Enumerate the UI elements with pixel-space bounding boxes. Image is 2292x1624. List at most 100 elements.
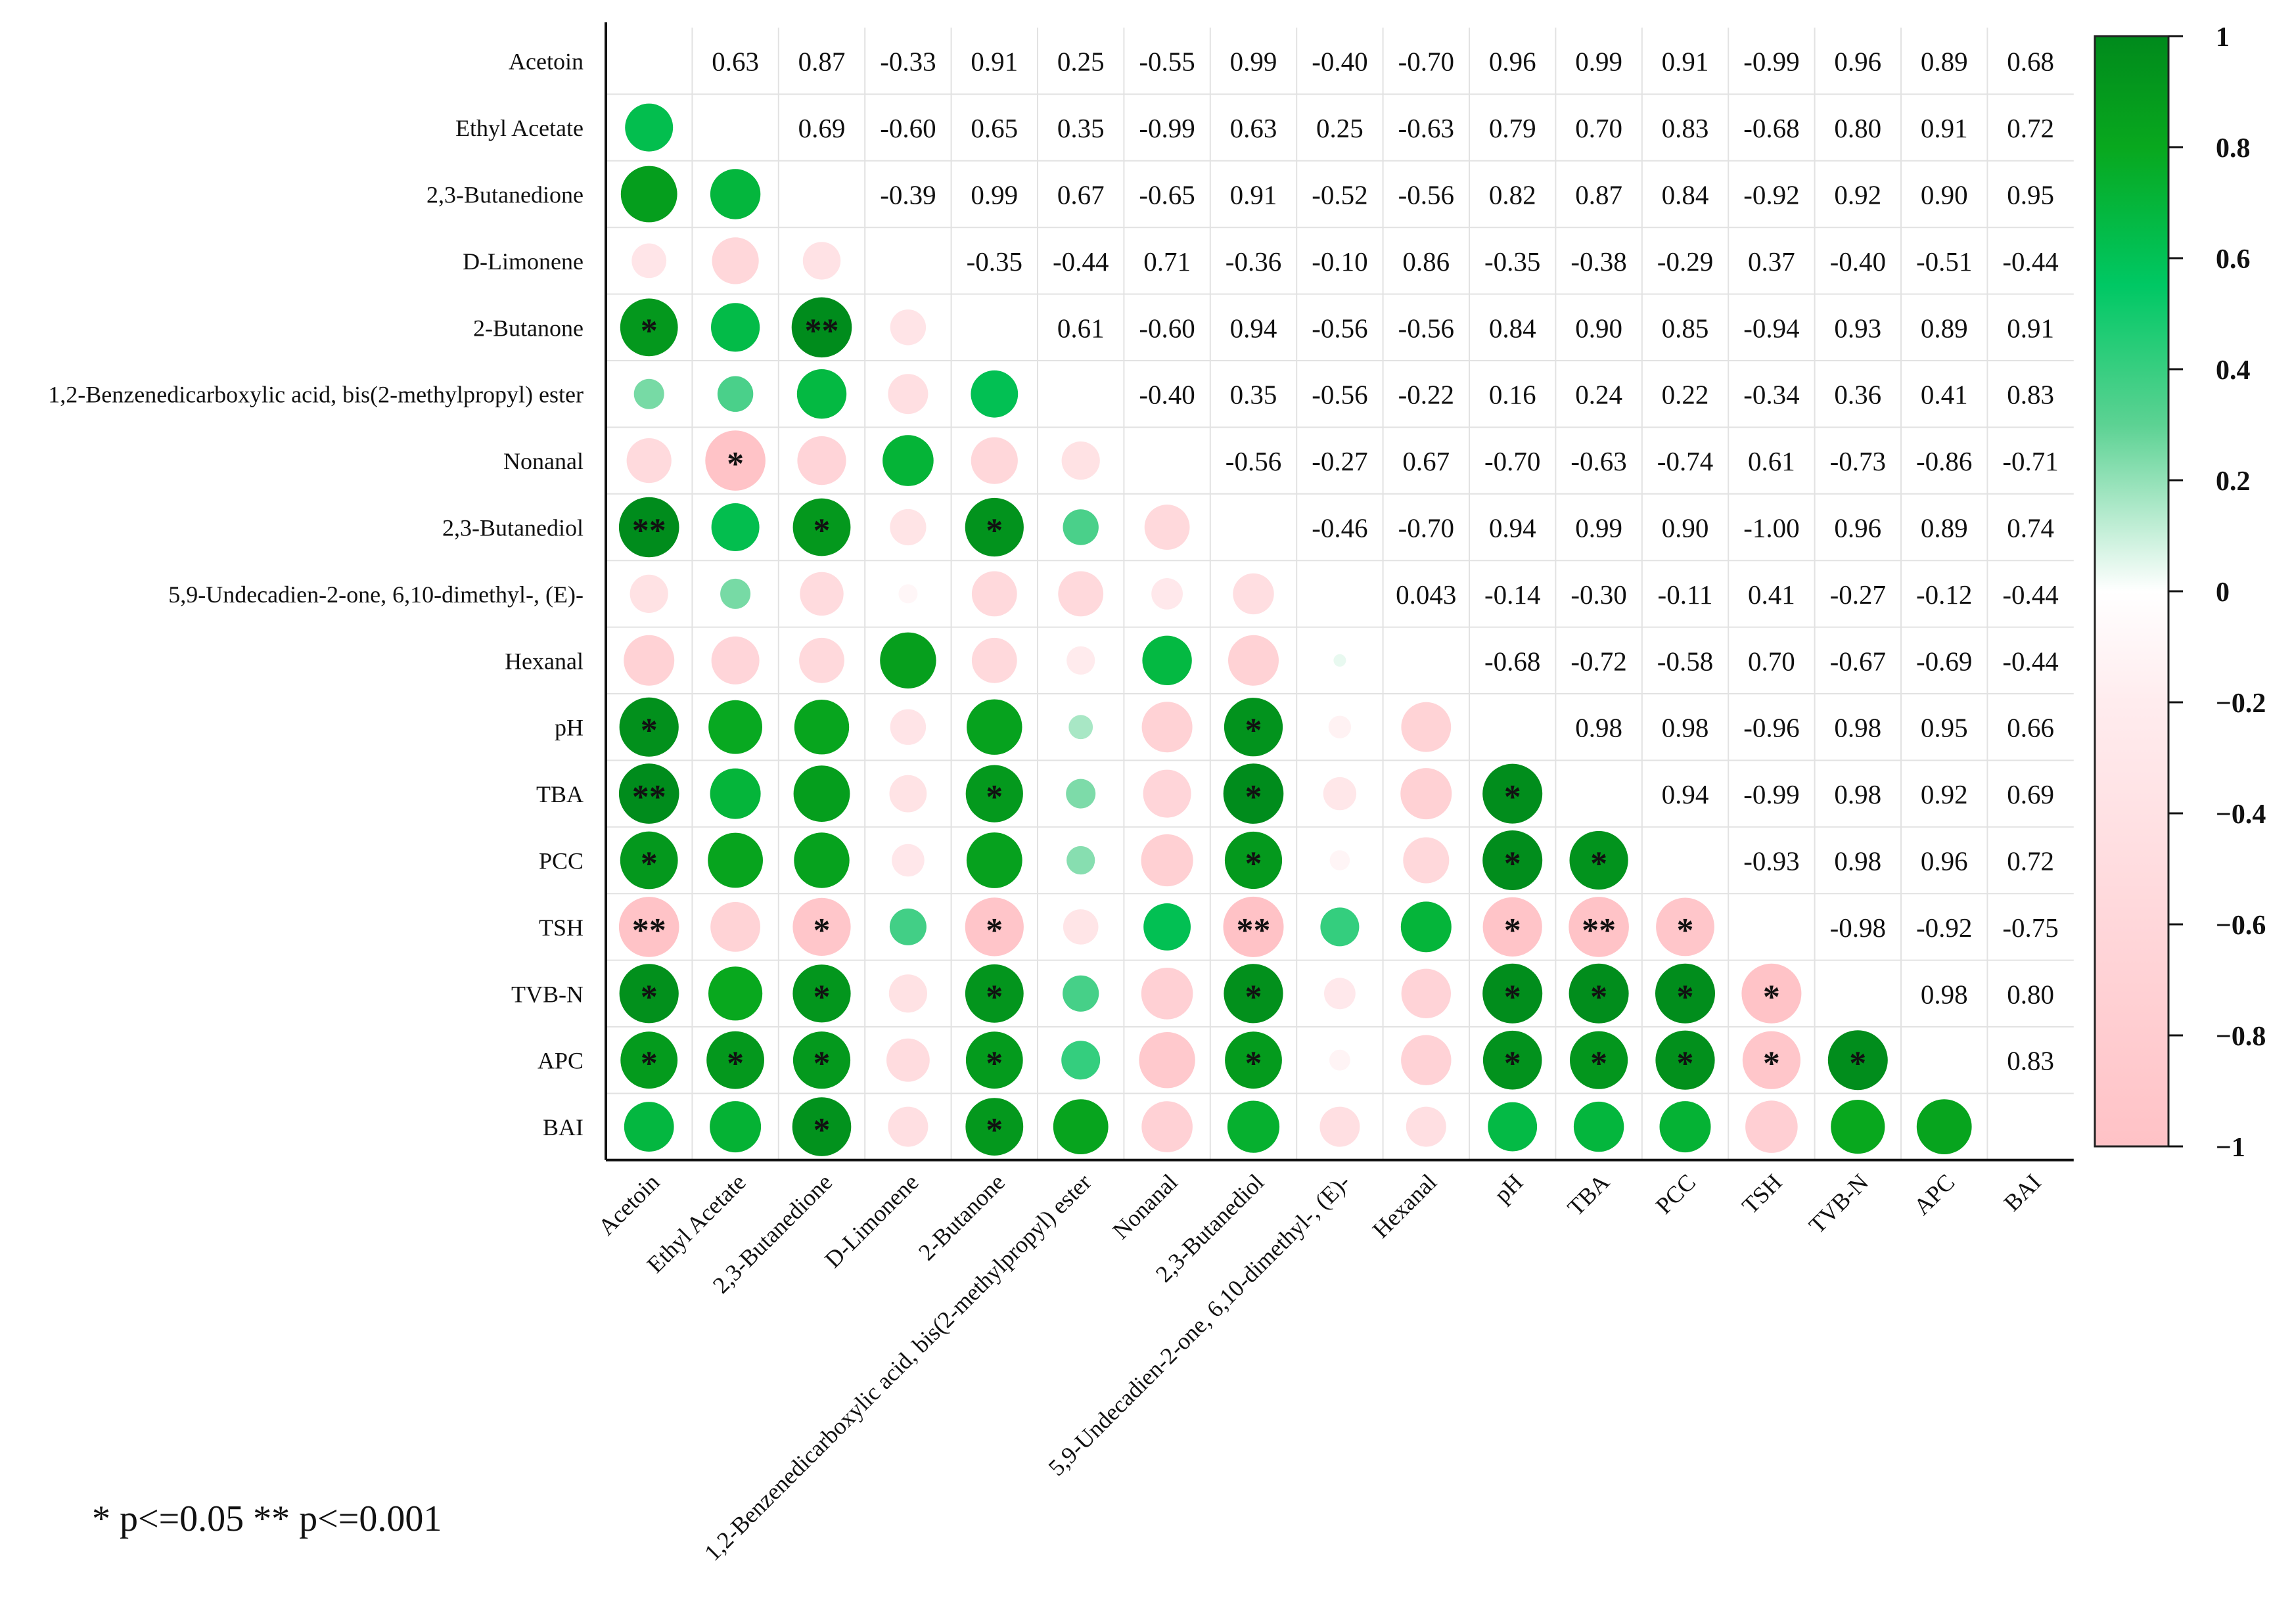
correlation-circle <box>890 508 927 546</box>
correlation-value: -0.68 <box>1743 113 1799 143</box>
colorbar-tick-label: 1 <box>2216 22 2230 53</box>
significance-mark: * <box>727 1045 744 1083</box>
correlation-circle <box>1061 1041 1101 1080</box>
correlation-circle <box>966 832 1022 888</box>
correlation-value: 0.35 <box>1230 380 1277 410</box>
correlation-value: -0.40 <box>1312 47 1367 77</box>
correlation-value: -0.38 <box>1570 246 1626 277</box>
correlation-circle <box>1143 903 1191 951</box>
colorbar-tick-label: 0.6 <box>2216 244 2251 275</box>
correlation-value: -0.99 <box>1743 779 1799 809</box>
correlation-circle <box>1143 769 1191 818</box>
correlation-circle <box>890 709 927 745</box>
correlation-value: -0.63 <box>1570 446 1626 476</box>
correlation-circle <box>720 578 751 609</box>
correlation-circle <box>1401 702 1452 752</box>
correlation-circle <box>1063 509 1099 545</box>
correlation-circle <box>1488 1102 1538 1152</box>
significance-mark: * <box>986 912 1003 949</box>
correlation-circle <box>1333 654 1346 667</box>
correlation-value: -0.99 <box>1139 113 1195 143</box>
significance-mark: * <box>1590 978 1607 1016</box>
correlation-value: -0.75 <box>2002 913 2058 943</box>
correlation-value: -0.46 <box>1312 513 1367 543</box>
correlation-value: -0.34 <box>1743 380 1799 410</box>
correlation-circle <box>630 574 668 614</box>
colorbar-tick-label: 0.4 <box>2216 355 2251 386</box>
correlation-circle <box>888 374 928 415</box>
correlation-circle <box>710 1101 762 1153</box>
correlation-value: -0.98 <box>1830 913 1886 943</box>
column-label: Hexanal <box>1367 1169 1442 1243</box>
correlation-circle <box>1233 573 1274 615</box>
correlation-circle <box>1329 1049 1350 1071</box>
row-label: 2-Butanone <box>473 315 584 341</box>
correlation-circle <box>792 964 851 1023</box>
row-label: Hexanal <box>505 648 584 674</box>
correlation-circle <box>1403 837 1450 884</box>
correlation-value: -0.60 <box>880 113 936 143</box>
correlation-circle <box>1570 1031 1628 1089</box>
significance-mark: * <box>814 1045 831 1083</box>
correlation-value: 0.37 <box>1748 246 1795 277</box>
correlation-circle <box>791 297 852 358</box>
colorbar-tick-label: −1 <box>2216 1133 2245 1163</box>
correlation-circle <box>1655 1030 1715 1090</box>
correlation-circle <box>1831 1100 1885 1154</box>
correlation-circle <box>1401 1035 1452 1085</box>
correlation-value: 0.90 <box>1575 313 1622 343</box>
correlation-value: -0.27 <box>1312 446 1367 476</box>
correlation-circle <box>712 237 759 284</box>
correlation-circle <box>1406 1106 1446 1147</box>
correlation-value: 0.80 <box>2007 979 2054 1009</box>
significance-mark: * <box>1590 846 1607 883</box>
significance-footnote: * p<=0.05 ** p<=0.001 <box>92 1499 442 1539</box>
correlation-value: 0.90 <box>1662 513 1709 543</box>
correlation-circle <box>1141 968 1193 1020</box>
correlation-value: 0.87 <box>798 47 846 77</box>
correlation-value: -0.27 <box>1830 579 1886 610</box>
grid-lines <box>606 28 2074 1160</box>
correlation-circle <box>708 832 763 888</box>
correlation-circle <box>1569 963 1629 1024</box>
correlation-value: 0.66 <box>2007 713 2054 743</box>
significance-mark: * <box>1849 1045 1866 1083</box>
correlation-circle <box>797 436 846 485</box>
significance-mark: * <box>1245 1045 1262 1083</box>
significance-mark: * <box>1504 1045 1521 1083</box>
correlation-value: -0.35 <box>1484 246 1540 277</box>
correlation-circle <box>624 1102 674 1152</box>
row-label: BAI <box>543 1114 584 1140</box>
correlation-circle <box>965 1098 1024 1156</box>
correlation-circle <box>1141 1101 1193 1152</box>
correlation-circle <box>971 370 1019 418</box>
correlation-circle <box>1223 763 1284 824</box>
correlation-value: -0.72 <box>1570 646 1626 676</box>
column-label: PCC <box>1651 1169 1701 1219</box>
correlation-circle <box>626 438 672 484</box>
column-label: APC <box>1909 1169 1960 1220</box>
correlation-value: 0.67 <box>1402 446 1450 476</box>
correlation-circle <box>1328 715 1352 738</box>
correlation-value: 0.96 <box>1921 846 1968 876</box>
correlation-value: -0.29 <box>1657 246 1713 277</box>
correlation-circle <box>1066 778 1096 809</box>
correlation-circle <box>965 765 1023 823</box>
correlation-value: -0.39 <box>880 180 936 210</box>
significance-mark: * <box>986 512 1003 550</box>
correlation-value: -0.55 <box>1139 47 1195 77</box>
correlation-value: 0.99 <box>1575 47 1622 77</box>
correlation-circle <box>1401 968 1451 1019</box>
significance-mark: * <box>1677 912 1694 949</box>
correlation-value: -0.74 <box>1657 446 1713 476</box>
significance-mark: * <box>1504 846 1521 883</box>
correlation-circle <box>1573 1101 1624 1152</box>
correlation-circle <box>633 378 664 409</box>
column-label: TVB-N <box>1804 1169 1873 1238</box>
significance-mark: * <box>986 978 1003 1016</box>
correlation-value: -0.44 <box>1053 246 1109 277</box>
correlation-value: 0.89 <box>1921 47 1968 77</box>
column-label: BAI <box>1999 1169 2046 1216</box>
correlation-circle <box>1400 901 1452 953</box>
